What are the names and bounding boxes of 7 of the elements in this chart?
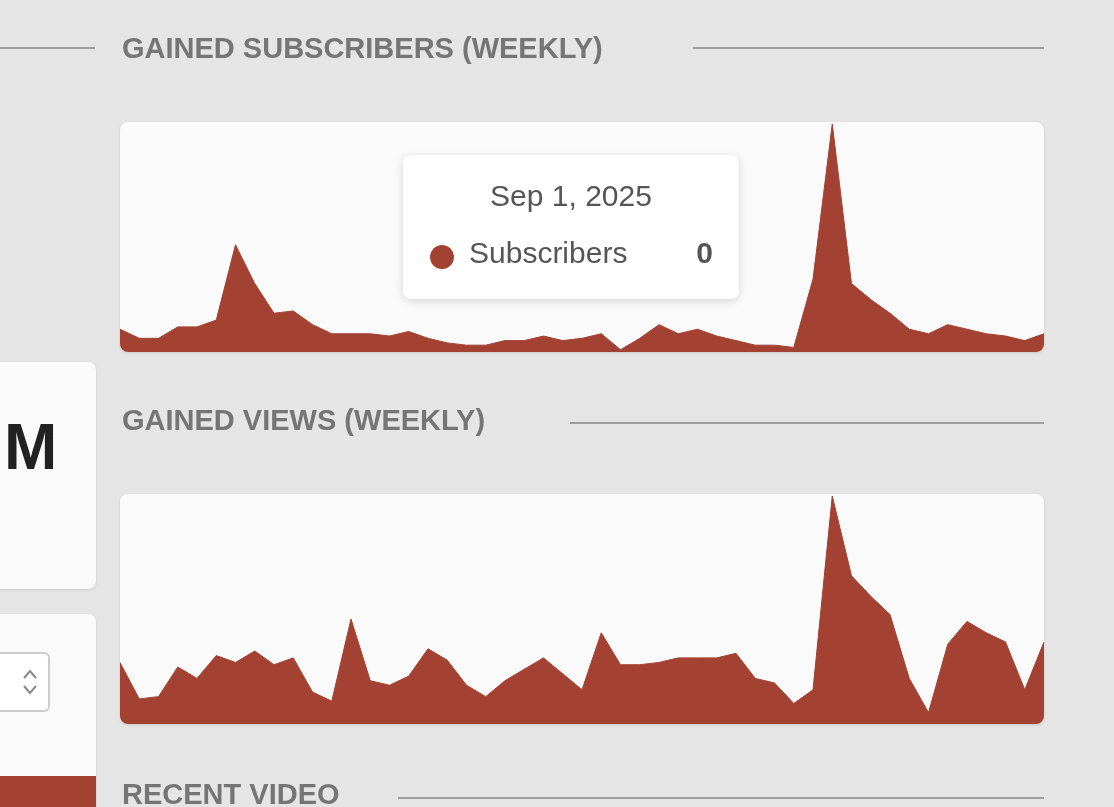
annotation: Subscribers [469,236,628,270]
annotation: 0 [696,236,713,270]
chart-title: GAINED VIEWS (WEEKLY) [122,404,516,437]
chart-title: GAINED SUBSCRIBERS (WEEKLY) [122,32,633,65]
text: M [4,410,58,484]
annotation: Sep 1, 2025 [489,179,653,213]
text: RECENT VIDEO [122,778,370,807]
